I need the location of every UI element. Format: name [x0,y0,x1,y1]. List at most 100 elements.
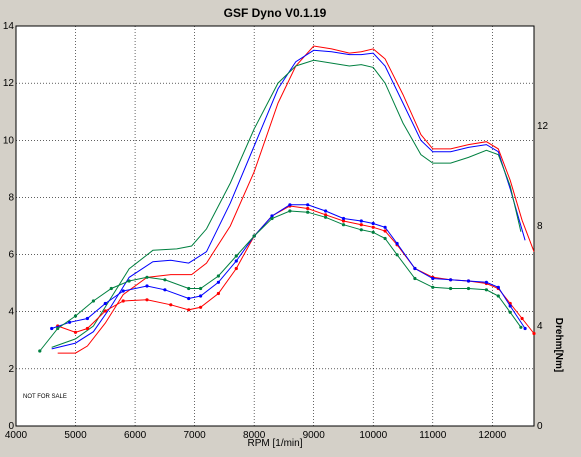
plot-area [15,25,535,427]
torque-series-2-point [341,216,346,221]
torque-series-line-3 [39,210,522,352]
y-right-tick-label: 4 [537,321,543,332]
torque-series-2-point [145,284,149,288]
torque-series-2-point [523,326,527,331]
torque-series-1-point [520,316,524,321]
torque-series-3-point [449,286,453,291]
torque-series-2-point [234,259,238,263]
torque-series-3-point [484,288,488,292]
torque-series-3-point [306,210,310,214]
torque-series-1-point [532,331,536,336]
torque-series-2-point [449,278,453,282]
torque-series-1-point [234,266,238,271]
y-left-tick-label: 6 [8,250,14,261]
torque-series-1-point [324,213,328,217]
y-right-tick-labels: 0 4 8 12 [537,121,549,432]
x-tick-labels: 4000 5000 6000 7000 8000 9000 10000 11000 12000 [5,430,507,441]
x-tick-label: 8000 [243,430,266,441]
y-left-tick-label: 12 [3,78,15,89]
torque-series-3-point [127,279,131,283]
y-left-tick-label: 14 [3,21,15,32]
torque-series-3-point [187,286,191,291]
torque-series-2-point [85,316,89,321]
torque-series-3-point [199,286,203,291]
torque-series-2-point [68,320,72,324]
torque-series-3-point [324,215,328,219]
torque-series-2-point [431,276,435,281]
torque-series-2-point [496,285,500,289]
torque-series-1-point [359,223,363,227]
torque-series-1-point [306,206,310,211]
torque-series-3-point [109,286,113,291]
y-right-tick-label: 0 [537,421,543,432]
torque-series-3-point [91,299,95,303]
torque-series-2-point [306,203,310,207]
x-axis-label: RPM [1/min] [247,438,302,449]
y-left-tick-label: 4 [8,307,14,318]
torque-series-3-point [38,349,42,353]
power-series-line-1 [57,45,535,354]
torque-series-2-point [508,304,512,308]
torque-series-3-point [371,230,375,234]
torque-series-3-point [234,254,238,258]
power-series-line-2 [51,49,526,350]
x-tick-label: 4000 [5,430,28,441]
torque-series-3-point [519,325,523,329]
series-group [38,45,536,354]
x-tick-label: 6000 [124,430,147,441]
grid [15,25,534,427]
torque-series-3-point [341,223,346,227]
torque-series-2-point [270,214,274,218]
x-tick-label: 11000 [419,430,447,441]
torque-series-1-point [371,225,375,229]
chart-title: GSF Dyno V0.1.19 [224,6,327,20]
torque-series-3-point [413,276,417,281]
x-tick-label: 9000 [303,430,326,441]
x-tick-label: 7000 [183,430,206,441]
torque-series-1-point [187,308,191,312]
torque-series-3-point [216,274,220,278]
y-left-tick-label: 0 [8,421,14,432]
torque-series-1-point [103,309,107,313]
torque-series-3-point [145,275,149,279]
torque-series-2-point [395,241,399,246]
torque-series-1-point [85,326,89,331]
torque-series-2-point [359,219,363,223]
torque-series-1-point [341,219,346,223]
torque-series-2-point [466,279,471,283]
torque-series-2-point [187,296,191,301]
torque-series-3-point [252,234,256,238]
y-right-tick-label: 12 [537,121,549,132]
x-tick-label: 5000 [64,430,87,441]
y-right-axis-label: Drehm[Nm] [553,318,564,372]
torque-series-1-point [121,299,125,303]
torque-series-1-point [216,291,220,296]
torque-series-2-point [50,326,54,331]
torque-series-2-point [121,289,125,293]
torque-series-1-point [169,303,173,307]
torque-series-1-point [383,229,387,233]
torque-series-2-point [216,280,220,284]
y-left-tick-label: 10 [3,135,15,146]
torque-series-1-point [73,330,78,334]
torque-series-2-point [288,203,292,207]
torque-series-2-point [324,209,328,213]
torque-series-3-point [359,228,363,232]
x-tick-label: 10000 [359,430,387,441]
torque-series-3-point [496,294,500,298]
y-left-tick-label: 2 [8,364,14,375]
torque-series-3-point [508,310,512,314]
y-left-tick-labels: 0 2 4 6 8 10 12 14 [3,21,15,432]
torque-series-2-point [413,266,417,271]
watermark-note: NOT FOR SALE [23,394,67,400]
torque-series-2-point [199,294,203,298]
torque-series-3-point [73,314,78,318]
y-right-tick-label: 8 [537,221,543,232]
torque-series-2-point [383,225,387,229]
torque-series-3-point [288,209,292,213]
torque-series-2-point [484,280,488,284]
power-series-line-3 [51,59,522,348]
torque-series-3-point [270,216,274,221]
